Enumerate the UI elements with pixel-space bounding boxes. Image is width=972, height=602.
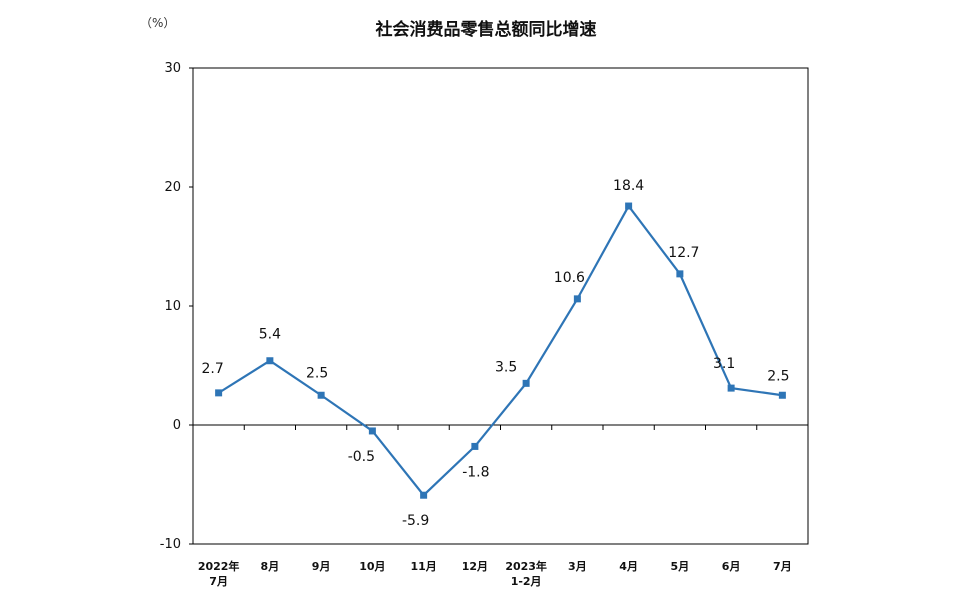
x-tick-label: 3月 — [568, 560, 587, 573]
y-axis: -10 0 10 20 30 — [160, 61, 193, 552]
x-tick-label: 7月 — [773, 560, 792, 573]
data-point — [573, 295, 581, 303]
data-point — [727, 384, 735, 392]
x-tick-label-line: 2023年 — [505, 559, 547, 573]
data-label: 12.7 — [668, 245, 699, 261]
data-label: 10.6 — [554, 270, 585, 286]
x-tick-label: 10月 — [359, 560, 385, 573]
data-label: 2.5 — [306, 365, 328, 381]
y-tick-label: 20 — [164, 180, 181, 195]
x-tick-label: 8月 — [261, 560, 280, 573]
y-tick-label: 10 — [164, 299, 181, 314]
data-point — [368, 427, 376, 435]
x-tick-label: 11月 — [410, 560, 436, 573]
data-label: 3.1 — [713, 356, 735, 372]
y-tick-label: 30 — [164, 61, 181, 76]
x-tick-label-line: 1-2月 — [511, 575, 542, 588]
x-tick-label-line: 12月 — [462, 560, 488, 573]
series-line — [218, 204, 783, 497]
x-tick-label: 2022年 7月 — [198, 559, 240, 588]
data-label: 18.4 — [613, 178, 644, 194]
data-label: 3.5 — [495, 359, 517, 375]
plot-area — [192, 67, 809, 545]
data-label: 2.5 — [767, 368, 789, 384]
x-tick-label-line: 6月 — [722, 560, 741, 573]
x-tick-label-line: 7月 — [209, 575, 228, 588]
x-tick-label-line: 8月 — [261, 560, 280, 573]
x-tick-label-line: 4月 — [619, 560, 638, 573]
x-tick-label-line: 3月 — [568, 560, 587, 573]
chart-title: 社会消费品零售总额同比增速 — [375, 19, 597, 40]
x-tick-label-line: 5月 — [671, 560, 690, 573]
x-tick-label-line: 7月 — [773, 560, 792, 573]
x-tick-label-line: 9月 — [312, 560, 331, 573]
data-point — [317, 391, 325, 399]
series-retail-sales-growth — [215, 202, 786, 499]
x-tick-label: 2023年 1-2月 — [505, 559, 547, 588]
x-tick-label-line: 11月 — [410, 560, 436, 573]
data-point — [676, 270, 684, 278]
data-label: -5.9 — [402, 513, 429, 529]
x-tick-label: 6月 — [722, 560, 741, 573]
data-point — [420, 491, 428, 499]
y-tick-label: -10 — [160, 537, 181, 552]
data-label: -1.8 — [462, 464, 489, 480]
data-label: -0.5 — [348, 449, 375, 465]
data-label: 2.7 — [201, 361, 223, 377]
data-point — [215, 389, 223, 397]
data-labels: 2.7 5.4 2.5 -0.5 -5.9 -1.8 3.5 10.6 18.4 12.7 3.1 2… — [201, 178, 789, 529]
data-point — [522, 379, 530, 387]
x-tick-label: 4月 — [619, 560, 638, 573]
data-point — [266, 357, 274, 365]
data-point — [625, 202, 633, 210]
x-tick-label: 12月 — [462, 560, 488, 573]
data-point — [471, 442, 479, 450]
x-tick-label-line: 2022年 — [198, 559, 240, 573]
x-tick-label-line: 10月 — [359, 560, 385, 573]
y-tick-label: 0 — [173, 418, 181, 433]
y-unit-label: （%） — [140, 16, 175, 30]
x-tick-label: 5月 — [671, 560, 690, 573]
data-label: 5.4 — [259, 327, 281, 343]
x-axis: 2022年 7月 8月 9月 10月 11月 12月 2023年 1-2月 3月 4月 5月 6月 7月 — [193, 424, 808, 588]
x-tick-label: 9月 — [312, 560, 331, 573]
data-point — [778, 391, 786, 399]
